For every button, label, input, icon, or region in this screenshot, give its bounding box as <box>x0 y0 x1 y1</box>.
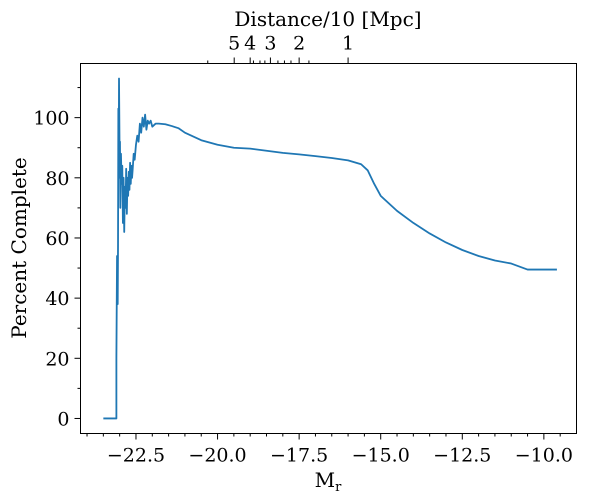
ticks-layer: −22.5 −20.0 −17.5 −15.0 −12.5 −10.0 0 20 40 60 80 1… <box>33 33 573 467</box>
top-tick-label: 4 <box>244 33 256 55</box>
y-tick-label: 0 <box>57 408 69 430</box>
x-axis-title: Mr <box>315 468 342 495</box>
x-tick-label: −15.0 <box>352 445 410 467</box>
x-tick-label: −10.0 <box>515 445 573 467</box>
plot-frame <box>80 63 577 434</box>
series-line <box>103 77 557 420</box>
y-tick-label: 80 <box>45 168 69 190</box>
x-axis-title-main: M <box>315 468 335 492</box>
top-axis-title: Distance/10 [Mpc] <box>234 7 421 31</box>
x-tick-label: −12.5 <box>433 445 491 467</box>
x-tick-label: −22.5 <box>107 445 165 467</box>
y-tick-label: 40 <box>45 288 69 310</box>
y-tick-label: 60 <box>45 228 69 250</box>
top-tick-label: 5 <box>228 33 240 55</box>
x-tick-label: −17.5 <box>270 445 328 467</box>
y-tick-label: 100 <box>33 108 69 130</box>
top-tick-label: 2 <box>293 33 305 55</box>
top-tick-label: 3 <box>264 33 276 55</box>
x-axis-title-sub: r <box>335 480 342 495</box>
y-tick-label: 20 <box>45 348 69 370</box>
top-tick-label: 1 <box>342 33 354 55</box>
x-tick-label: −20.0 <box>188 445 246 467</box>
y-axis-title: Percent Complete <box>7 157 31 338</box>
